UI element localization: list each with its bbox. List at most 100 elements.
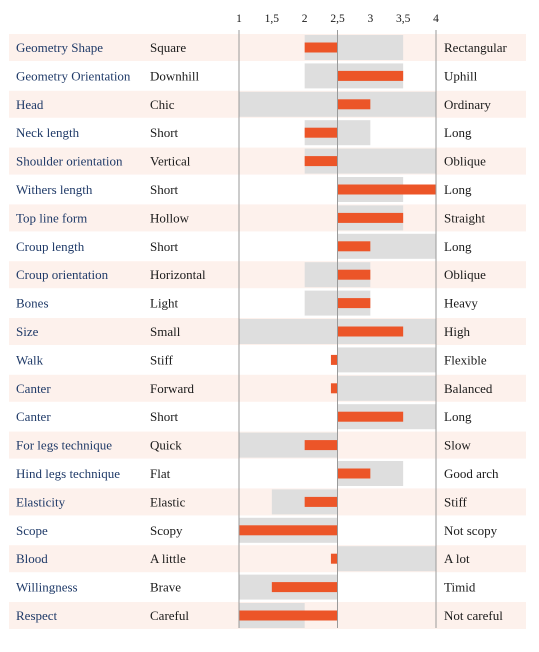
value-bar xyxy=(337,298,371,309)
trait-label: Geometry Shape xyxy=(16,40,103,55)
high-pole-label: Long xyxy=(444,125,472,140)
high-pole-label: Oblique xyxy=(444,267,486,282)
low-pole-label: Small xyxy=(150,324,181,339)
row-band xyxy=(9,204,526,232)
low-pole-label: Flat xyxy=(150,466,171,481)
value-bar xyxy=(330,553,338,564)
x-tick-label: 4 xyxy=(433,13,439,25)
low-pole-label: Chic xyxy=(150,97,175,112)
row-band xyxy=(9,147,526,175)
low-pole-label: Elastic xyxy=(150,494,186,509)
low-pole-label: Stiff xyxy=(150,352,174,367)
high-pole-label: Oblique xyxy=(444,154,486,169)
trait-label: Shoulder orientation xyxy=(16,154,123,169)
trait-label: Willingness xyxy=(16,580,78,595)
high-pole-label: High xyxy=(444,324,471,339)
high-pole-label: Heavy xyxy=(444,296,478,311)
high-pole-label: Not careful xyxy=(444,608,503,623)
trait-label: Respect xyxy=(16,608,58,623)
low-pole-label: Vertical xyxy=(150,154,191,169)
trait-label: Neck length xyxy=(16,125,80,140)
high-pole-label: A lot xyxy=(444,551,470,566)
trait-label: Geometry Orientation xyxy=(16,68,131,83)
value-bar xyxy=(304,440,338,451)
low-pole-label: Short xyxy=(150,409,179,424)
x-tick-label: 3 xyxy=(367,13,373,25)
trait-label: Head xyxy=(16,97,44,112)
high-pole-label: Not scopy xyxy=(444,523,498,538)
low-pole-label: Brave xyxy=(150,580,181,595)
value-bar xyxy=(337,99,371,110)
trait-label: Croup length xyxy=(16,239,85,254)
trait-label: Scope xyxy=(16,523,48,538)
x-axis-ticks: 1 1,5 2 2,5 3 3,5 4 xyxy=(236,13,439,25)
value-bar xyxy=(337,269,371,280)
low-pole-label: Careful xyxy=(150,608,189,623)
value-bar xyxy=(337,70,404,81)
high-pole-label: Flexible xyxy=(444,352,487,367)
trait-label: Bones xyxy=(16,296,49,311)
high-pole-label: Uphill xyxy=(444,68,478,83)
high-pole-label: Long xyxy=(444,239,472,254)
value-bar xyxy=(239,525,338,536)
row-labels: Geometry Shape Square Rectangular Geometry … xyxy=(16,40,507,623)
low-pole-label: Horizontal xyxy=(150,267,206,282)
value-bar xyxy=(304,127,338,138)
row-band xyxy=(9,488,526,516)
low-pole-label: Square xyxy=(150,40,186,55)
high-pole-label: Straight xyxy=(444,210,486,225)
trait-label: Size xyxy=(16,324,39,339)
value-bar xyxy=(304,42,338,53)
range-box xyxy=(337,375,436,401)
row-band xyxy=(9,545,526,573)
low-pole-label: Forward xyxy=(150,381,195,396)
range-box xyxy=(337,347,436,373)
trait-label: Hind legs technique xyxy=(16,466,120,481)
trait-label: Top line form xyxy=(16,210,87,225)
value-bars xyxy=(239,42,436,621)
x-tick-label: 1 xyxy=(236,13,242,25)
high-pole-label: Balanced xyxy=(444,381,493,396)
trait-label: Elasticity xyxy=(16,494,66,509)
value-bar xyxy=(337,212,404,223)
value-bar xyxy=(330,354,338,365)
value-bar xyxy=(337,468,371,479)
value-bar xyxy=(337,184,436,195)
row-band xyxy=(9,374,526,402)
trait-label: Blood xyxy=(16,551,48,566)
high-pole-label: Rectangular xyxy=(444,40,507,55)
high-pole-label: Good arch xyxy=(444,466,499,481)
low-pole-label: A little xyxy=(150,551,186,566)
high-pole-label: Long xyxy=(444,182,472,197)
trait-label: Withers length xyxy=(16,182,93,197)
reference-lines xyxy=(238,30,437,628)
high-pole-label: Slow xyxy=(444,438,471,453)
x-tick-label: 1,5 xyxy=(265,13,280,25)
low-pole-label: Short xyxy=(150,239,179,254)
value-bar xyxy=(337,241,371,252)
value-bar xyxy=(337,326,404,337)
low-pole-label: Short xyxy=(150,182,179,197)
high-pole-label: Long xyxy=(444,409,472,424)
low-pole-label: Scopy xyxy=(150,523,183,538)
row-band xyxy=(9,34,526,61)
low-pole-label: Hollow xyxy=(150,210,190,225)
x-tick-label: 2,5 xyxy=(330,13,345,25)
high-pole-label: Ordinary xyxy=(444,97,491,112)
trait-label: Croup orientation xyxy=(16,267,109,282)
value-bar xyxy=(304,496,338,507)
trait-label: For legs technique xyxy=(16,438,112,453)
value-bar xyxy=(304,156,338,167)
x-tick-label: 3,5 xyxy=(396,13,411,25)
value-bar xyxy=(239,610,338,621)
high-pole-label: Stiff xyxy=(444,494,468,509)
value-bar xyxy=(330,383,338,394)
low-pole-label: Quick xyxy=(150,438,182,453)
low-pole-label: Downhill xyxy=(150,68,200,83)
range-box xyxy=(337,546,436,572)
low-pole-label: Short xyxy=(150,125,179,140)
trait-label: Canter xyxy=(16,409,51,424)
trait-label: Canter xyxy=(16,381,51,396)
row-band xyxy=(9,261,526,289)
